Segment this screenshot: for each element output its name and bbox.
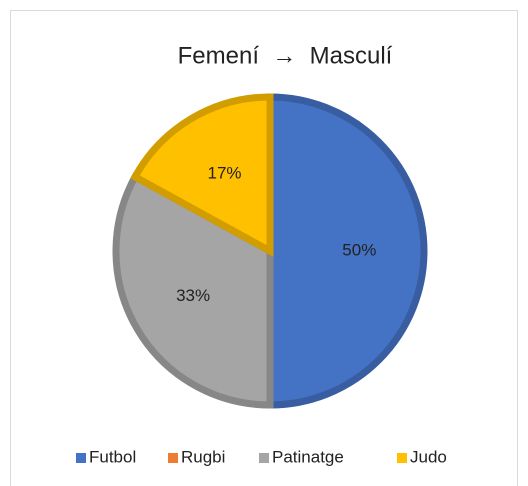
legend-label: Rugbi (181, 447, 225, 466)
data-label: 50% (342, 240, 376, 259)
legend-label: Patinatge (272, 447, 344, 466)
chart-title: Femení → Masculí (178, 42, 393, 69)
pie-slice (130, 93, 274, 257)
legend-swatch (259, 453, 269, 463)
legend-swatch (76, 453, 86, 463)
chart-frame (10, 10, 518, 486)
pie-slice (266, 93, 428, 409)
legend-swatch (168, 453, 178, 463)
data-label: 17% (208, 164, 242, 183)
pie-slice (112, 172, 274, 409)
legend-label: Judo (410, 447, 447, 466)
legend-swatch (397, 453, 407, 463)
legend-label: Futbol (89, 447, 136, 466)
data-label: 33% (176, 286, 210, 305)
